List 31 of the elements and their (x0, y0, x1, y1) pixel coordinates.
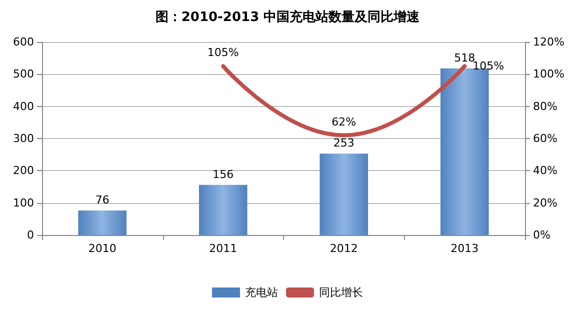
y-tick-label: 300 (13, 132, 34, 145)
data-label: 105% (207, 46, 239, 60)
y-tick-label: 0 (27, 228, 34, 242)
y2-tick-label: 20% (533, 196, 558, 210)
bar (320, 154, 368, 235)
y-tick-label: 500 (13, 68, 34, 81)
y2-tick-label: 80% (533, 100, 558, 113)
x-tick-label: 2013 (450, 242, 479, 255)
y2-tick-label: 40% (533, 164, 558, 178)
legend-label: 充电站 (245, 286, 278, 299)
y-tick-label: 200 (13, 164, 34, 178)
data-label: 62% (332, 115, 356, 128)
data-label: 518 (454, 51, 476, 64)
bar (78, 210, 127, 235)
y-tick-label: 100 (13, 196, 34, 210)
y-tick-label: 600 (13, 36, 34, 48)
bar (440, 68, 489, 235)
x-tick-label: 2011 (209, 242, 238, 255)
bar (198, 184, 248, 235)
y2-tick-label: 100% (533, 68, 564, 81)
data-label: 253 (333, 136, 354, 150)
y-tick-label: 400 (13, 100, 34, 113)
legend-label: 同比增长 (319, 286, 363, 299)
data-label: 76 (95, 194, 110, 207)
data-label: 156 (212, 168, 234, 181)
chart-title: 图：2010-2013 中国充电站数量及同比增速 (155, 9, 421, 25)
y2-tick-label: 0% (533, 228, 550, 242)
y2-tick-label: 60% (533, 132, 558, 145)
x-tick-label: 2012 (330, 242, 358, 255)
x-tick-label: 2010 (88, 242, 116, 255)
y2-tick-label: 120% (533, 36, 564, 48)
